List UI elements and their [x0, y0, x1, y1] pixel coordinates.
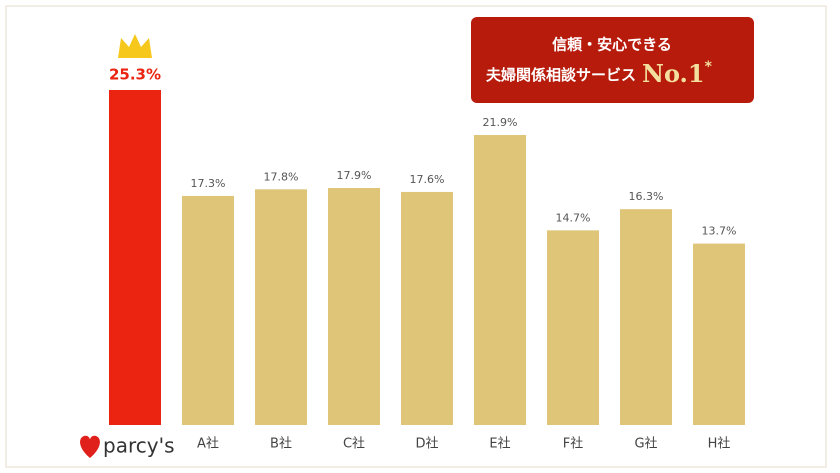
bar [255, 189, 307, 425]
bar [182, 195, 234, 425]
value-label: 25.3% [109, 66, 161, 84]
title-badge [471, 17, 754, 103]
badge-text: No.1 [642, 59, 705, 88]
logo-text: parcy's [103, 434, 174, 458]
logo-heart [80, 435, 100, 458]
title-line: 信頼・安心できる [552, 36, 672, 54]
bar [328, 187, 380, 425]
x-tick-label: F社 [563, 436, 583, 452]
x-tick-label: E社 [489, 436, 510, 452]
crown [118, 34, 152, 58]
value-label: 17.9% [337, 169, 372, 182]
value-label: 13.7% [702, 225, 737, 238]
value-label: 17.3% [191, 177, 226, 190]
x-tick-label: B社 [270, 436, 292, 452]
x-tick-label: D社 [415, 436, 438, 452]
bar [474, 135, 526, 425]
x-tick-label: G社 [634, 436, 657, 452]
bar [547, 230, 599, 425]
value-label: 17.8% [264, 170, 299, 183]
value-label: 16.3% [629, 190, 664, 203]
bar [401, 191, 453, 425]
bar [620, 209, 672, 425]
bar [693, 243, 745, 425]
value-label: 21.9% [483, 116, 518, 129]
bar [109, 90, 161, 425]
x-tick-label: C社 [343, 436, 365, 452]
footnote-mark: * [705, 59, 713, 75]
value-label: 17.6% [410, 173, 445, 186]
title-line: 夫婦関係相談サービス [486, 66, 636, 84]
title-line-2: 夫婦関係相談サービス No.1* [486, 59, 713, 88]
value-label: 14.7% [556, 211, 591, 224]
x-tick-label: A社 [197, 436, 219, 452]
x-tick-label: H社 [708, 436, 731, 452]
